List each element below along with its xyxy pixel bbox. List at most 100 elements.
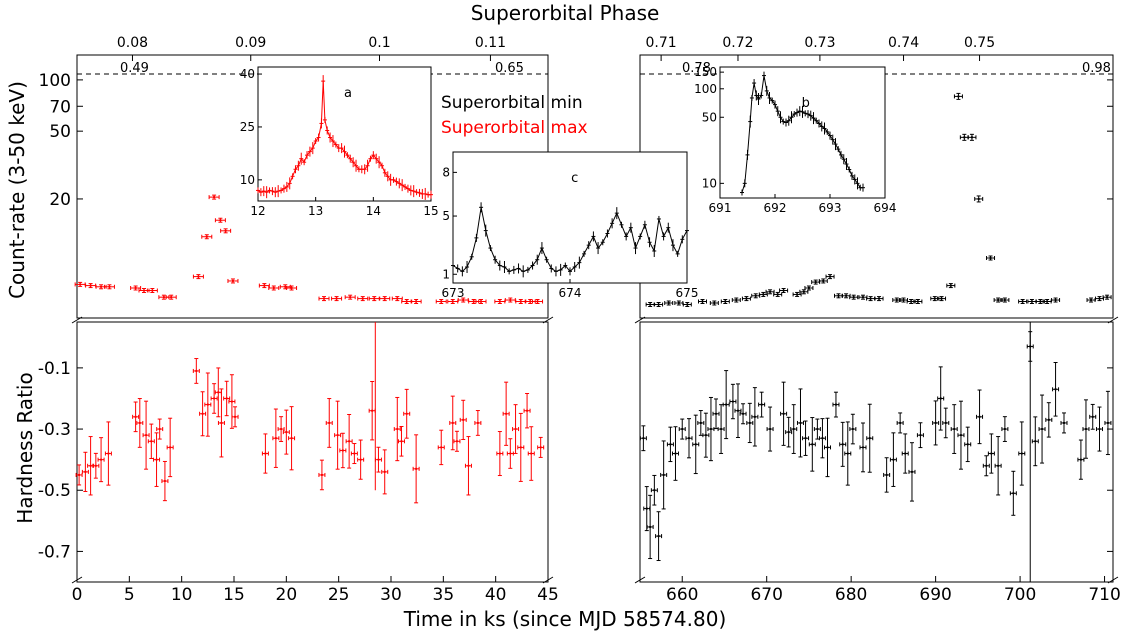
hardness-point-right	[746, 402, 754, 444]
inset-data-point	[675, 250, 680, 257]
hardness-point-left	[277, 416, 285, 442]
data-point-marker	[219, 219, 222, 222]
hardness-point-right	[678, 418, 686, 440]
data-point-marker	[978, 415, 981, 419]
inset-data-point	[828, 131, 832, 140]
inset-data-point	[511, 265, 516, 274]
count-rate-point-right	[773, 291, 783, 297]
inset-x-tick-label: 673	[442, 286, 465, 300]
hardness-point-right	[785, 416, 793, 448]
hardness-point-right	[950, 404, 958, 454]
data-point-marker	[509, 452, 512, 455]
data-point-marker	[748, 421, 752, 425]
right-count-rate-series	[645, 92, 1112, 308]
data-point-marker	[909, 300, 913, 303]
hardness-point-right	[818, 418, 826, 459]
inset-data-point	[749, 94, 754, 101]
data-point-marker	[150, 440, 153, 443]
hardness-point-left	[142, 400, 150, 470]
hardness-point-left	[153, 432, 161, 487]
hardness-point-right	[1089, 403, 1097, 430]
data-point-marker	[163, 479, 167, 483]
inset-data-point	[638, 233, 643, 240]
y-tick-label: 20	[49, 190, 71, 210]
count-rate-point-right	[765, 289, 775, 295]
count-rate-point-right	[1051, 297, 1061, 303]
right-hardness-series	[639, 322, 1112, 582]
data-point-marker	[414, 300, 418, 303]
count-rate-point-left	[401, 298, 413, 304]
data-point-marker	[933, 297, 936, 300]
inset-y-tick-label: 150	[694, 65, 717, 79]
inset-data-point	[276, 185, 281, 198]
inset-data-point	[558, 263, 563, 276]
inset-data-point	[582, 250, 587, 257]
inset-data-point	[307, 146, 312, 157]
inset-data-point	[670, 239, 675, 252]
x-axis-title: Time in ks (since MJD 58574.80)	[403, 607, 727, 631]
inset-data-point	[544, 256, 549, 263]
count-rate-point-right	[953, 92, 963, 100]
data-point-marker	[648, 303, 652, 306]
data-point-marker	[792, 427, 795, 431]
data-point-marker	[290, 286, 293, 290]
data-point-marker	[138, 421, 141, 425]
hardness-point-right	[1038, 394, 1046, 464]
hardness-point-right	[866, 403, 874, 473]
phase-edge-label-0-78: 0.78	[682, 61, 711, 76]
data-point-marker	[206, 403, 210, 406]
inset-data-point	[535, 254, 540, 265]
phase-tick-label: 0.74	[888, 35, 919, 51]
data-point-marker	[195, 369, 198, 373]
data-point-marker	[852, 295, 855, 299]
inset-x-tick-label: 13	[308, 204, 323, 218]
hardness-point-right	[712, 398, 720, 430]
inset-data-point	[261, 186, 266, 197]
data-point-marker	[1098, 297, 1101, 300]
count-rate-point-right	[1000, 297, 1010, 303]
data-point-marker	[1089, 298, 1093, 302]
hardness-point-right	[639, 425, 647, 452]
count-rate-point-right	[709, 300, 719, 306]
hardness-point-right	[802, 420, 810, 456]
count-rate-point-right	[906, 298, 916, 304]
data-point-marker	[84, 470, 87, 474]
data-point-marker	[910, 470, 914, 474]
inset-y-tick-label: 100	[694, 82, 717, 96]
hardness-point-left	[403, 388, 411, 439]
inset-data-point	[507, 268, 512, 275]
inset-x-tick-label: 693	[819, 201, 842, 215]
count-rate-point-right	[698, 298, 708, 304]
inset-y-tick-label: 1	[442, 267, 450, 281]
count-rate-point-right	[1102, 294, 1112, 300]
inset-data-point	[762, 71, 766, 80]
inset-data-point	[652, 244, 657, 257]
data-point-marker	[514, 427, 517, 431]
inset-data-point	[819, 121, 824, 132]
inset-data-point	[469, 253, 474, 260]
inset-data-point	[839, 150, 843, 159]
hardness-point-right	[932, 400, 940, 446]
data-point-marker	[996, 298, 1000, 302]
data-point-marker	[361, 297, 364, 300]
hardness-point-left	[517, 412, 525, 482]
hardness-point-left	[374, 446, 382, 473]
legend-superorbital-min: Superorbital min	[441, 93, 583, 113]
inset-data-point	[549, 264, 554, 273]
inset-data-point	[379, 162, 384, 169]
phase-tick-label: 0.75	[964, 35, 995, 51]
count-rate-point-left	[532, 298, 544, 304]
inset-frame	[452, 151, 688, 284]
count-rate-point-left	[95, 284, 107, 290]
hardness-point-left	[214, 367, 222, 418]
hardness-point-right	[813, 418, 821, 440]
x-tick-label: 710	[1088, 585, 1120, 605]
inset-frame	[257, 66, 432, 202]
hardness-point-right	[1018, 421, 1026, 486]
data-point-marker	[826, 446, 829, 449]
x-tick-label: 5	[124, 585, 135, 605]
inset-data-point	[299, 152, 304, 165]
hardness-point-right	[650, 474, 658, 506]
x-tick-label: 15	[223, 585, 245, 605]
inset-data-point	[330, 135, 335, 148]
